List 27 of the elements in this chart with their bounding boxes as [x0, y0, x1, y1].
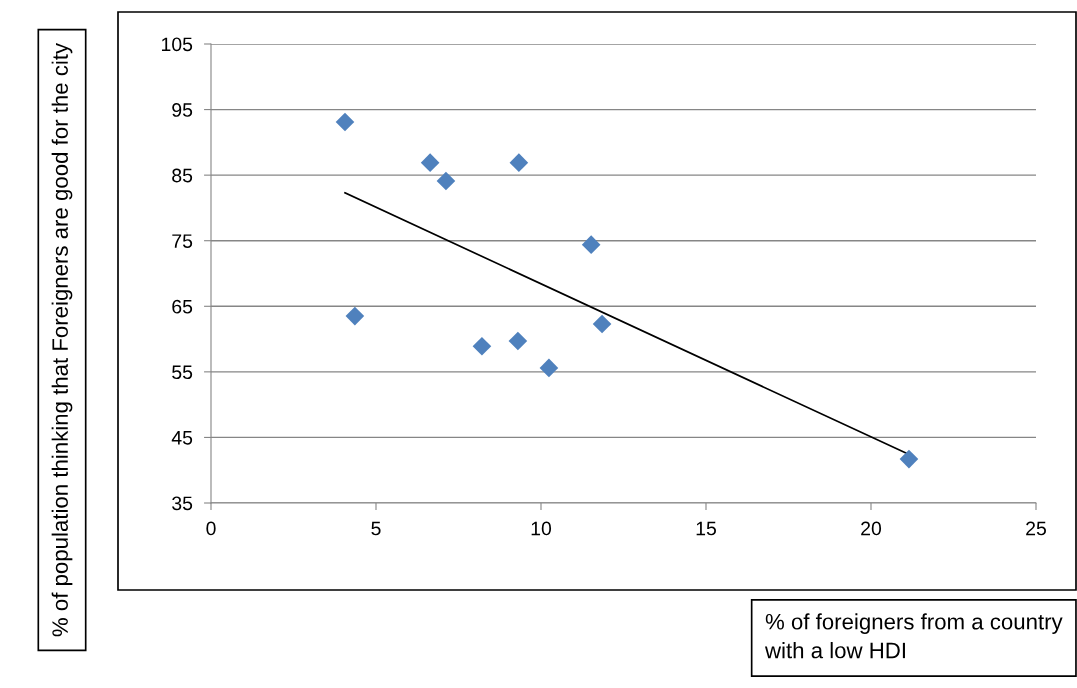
y-tick-label: 35: [172, 496, 193, 511]
point: [420, 153, 440, 172]
x-tick-label: 10: [531, 521, 552, 536]
x-tick-label: 20: [861, 521, 882, 536]
y-tick-label: 55: [172, 365, 193, 380]
y-tick-label: 45: [171, 431, 193, 445]
x-tick-label: 25: [1026, 521, 1046, 536]
y-tick-label: 85: [172, 168, 193, 183]
y-tick-label: 105: [161, 37, 193, 52]
point: [592, 314, 612, 334]
y-tick-label: 75: [172, 234, 193, 248]
point: [508, 331, 528, 351]
x-tick-label: 15: [696, 521, 716, 536]
x-axis-title: % of foreigners from a country with a low HDI: [764, 613, 1063, 659]
x-tick-label: 5: [371, 521, 381, 536]
y-tick-label: 95: [172, 103, 193, 117]
x-tick-label: 0: [206, 521, 216, 536]
y-tick-label: 65: [172, 299, 193, 314]
point: [509, 153, 529, 172]
y-axis-title: % of population thinking that Foreigners are good for the city: [51, 42, 73, 637]
point: [335, 112, 355, 132]
point: [345, 306, 365, 326]
point: [581, 235, 601, 254]
point: [539, 358, 559, 378]
point: [436, 171, 456, 191]
point: [472, 336, 492, 356]
point: [899, 449, 919, 469]
